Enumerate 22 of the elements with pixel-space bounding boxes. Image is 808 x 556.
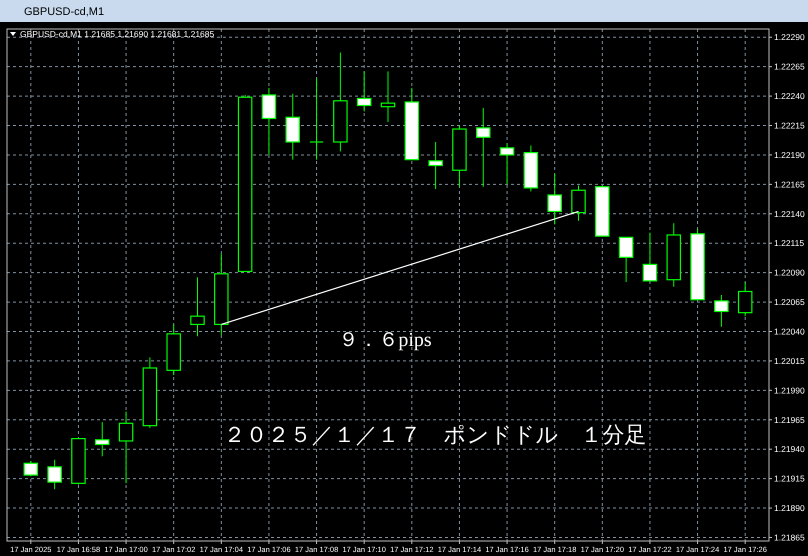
y-tick-label: 1.22140 <box>774 208 805 219</box>
y-tick-label: 1.21865 <box>774 532 805 542</box>
y-tick-label: 1.22115 <box>774 238 804 248</box>
chart-title: GBPUSD-cd,M1 <box>24 6 104 18</box>
y-tick-label: 1.22215 <box>774 120 805 131</box>
y-tick-label: 1.22165 <box>774 179 805 190</box>
y-tick-label: 1.21890 <box>774 503 805 514</box>
y-tick-label: 1.22190 <box>774 150 805 160</box>
y-tick-label: 1.21915 <box>774 474 805 484</box>
annotation: ２０２５／１／１７ ポンドドル １分足 <box>224 422 646 447</box>
y-tick-label: 1.22290 <box>774 32 805 42</box>
y-tick-label: 1.22090 <box>774 268 805 278</box>
y-tick-label: 1.21965 <box>774 414 805 425</box>
y-tick-label: 1.22015 <box>774 356 805 366</box>
y-tick-label: 1.22240 <box>774 91 805 102</box>
y-tick-label: 1.22065 <box>774 297 805 308</box>
y-tick-label: 1.21990 <box>774 385 805 396</box>
chart-subtitle: GBPUSD-cd,M1 1.21685 1.21690 1.21681 1.21685 <box>20 29 214 39</box>
annotation: ９．６pips <box>338 329 432 351</box>
y-tick-label: 1.22040 <box>774 326 805 336</box>
y-tick-label: 1.22265 <box>774 62 805 72</box>
y-tick-label: 1.21940 <box>774 444 805 454</box>
